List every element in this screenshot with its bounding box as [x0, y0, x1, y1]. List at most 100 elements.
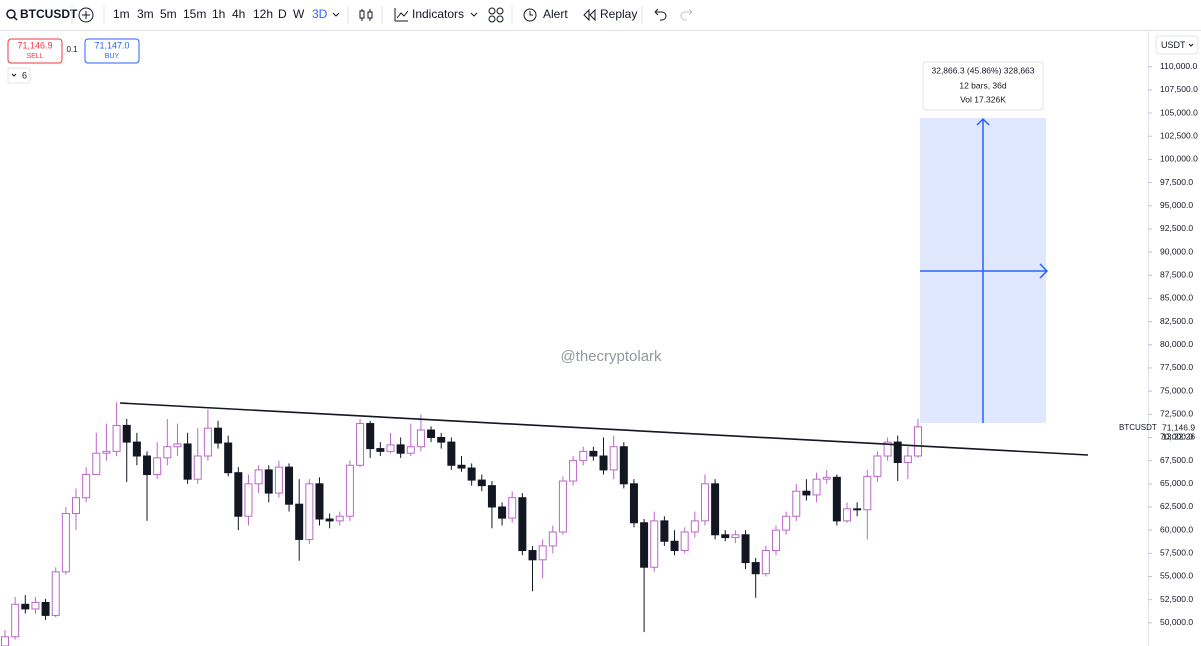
redo-button[interactable] [680, 8, 693, 21]
candle-body [893, 441, 902, 463]
candle-body [102, 450, 111, 454]
interval-button[interactable]: W [293, 7, 305, 21]
interval-button[interactable]: 1h [212, 7, 225, 21]
candle-body [711, 483, 720, 536]
candle-body [670, 540, 679, 552]
candle-body [234, 472, 243, 517]
y-tick-label: 110,000.0 [1160, 61, 1197, 71]
candle-body [690, 520, 699, 533]
collapse-button[interactable] [7, 67, 31, 84]
candle-body [528, 550, 537, 561]
interval-button[interactable]: 5m [160, 7, 177, 21]
quantity: 0.1 [66, 45, 78, 54]
chevron[interactable] [470, 12, 478, 17]
alert-button[interactable]: Alert [543, 7, 568, 21]
y-tick-label: 77,500.0 [1160, 362, 1193, 372]
candle-body [832, 476, 841, 522]
y-tick-label: 97,500.0 [1160, 177, 1193, 187]
y-tick-label: 90,000.0 [1160, 246, 1193, 256]
alert-icon [529, 11, 533, 16]
y-tick-label: 102,500.0 [1160, 130, 1198, 140]
candle-body [812, 478, 821, 496]
y-tick-label: 85,000.0 [1160, 293, 1193, 303]
measure-bars: 12 bars, 36d [959, 80, 1007, 90]
y-tick-label: 70,000.0 [1160, 432, 1193, 442]
candle-body [538, 545, 547, 561]
interval-button[interactable]: 1m [113, 7, 130, 21]
symbol[interactable]: BTCUSDT [20, 7, 78, 21]
undo-button[interactable] [654, 8, 667, 21]
candle-body [244, 483, 253, 517]
candle-body [82, 474, 91, 499]
candle-body [914, 426, 922, 457]
candle-body [650, 520, 659, 568]
sell-price: 71,146.9 [17, 40, 52, 50]
candle-body [386, 444, 395, 452]
candles [1, 402, 922, 646]
candle-body [183, 443, 192, 480]
interval-button[interactable]: 3m [137, 7, 154, 21]
currency-select[interactable] [1155, 35, 1199, 55]
chevron [11, 73, 17, 77]
candle-body [903, 455, 912, 463]
candle-body [315, 483, 324, 520]
price-label-symbol: BTCUSDT [1119, 423, 1157, 432]
candle-body [224, 442, 233, 474]
candle-body [11, 603, 20, 638]
interval-button[interactable]: 4h [232, 7, 245, 21]
y-tick-label: 50,000.0 [1160, 617, 1193, 627]
interval-button[interactable]: 12h [253, 7, 273, 21]
candle-body [437, 436, 446, 443]
search-icon[interactable] [6, 9, 16, 19]
candle-body [193, 455, 202, 480]
candle-body [396, 444, 405, 454]
candle-body [112, 424, 121, 452]
y-tick-label: 82,500.0 [1160, 316, 1193, 326]
candle-body [498, 506, 507, 519]
y-tick-label: 107,500.0 [1160, 84, 1198, 94]
candle-body [771, 529, 780, 552]
y-tick-label: 87,500.0 [1160, 270, 1193, 280]
measure-arrows [920, 117, 1049, 423]
candle-body [680, 531, 689, 552]
candle-body [122, 424, 131, 443]
candle-body [822, 476, 831, 480]
y-tick-label: 105,000.0 [1160, 107, 1198, 117]
templates-icon[interactable] [488, 7, 504, 23]
y-tick-label: 75,000.0 [1160, 385, 1193, 395]
buy-button[interactable] [84, 38, 140, 64]
interval-button[interactable]: D [278, 7, 287, 21]
candle-body [274, 466, 283, 494]
replay-button[interactable]: Replay [600, 7, 637, 21]
buy-price: 71,147.0 [94, 40, 129, 50]
y-tick-label: 52,500.0 [1160, 594, 1193, 604]
candle-body [31, 601, 40, 610]
candle-body [477, 479, 486, 487]
chart-type-icon [359, 10, 365, 19]
candle-body [51, 571, 60, 616]
candle-body [21, 603, 30, 610]
alert-icon [523, 8, 537, 22]
interval-button[interactable]: 3D [312, 7, 328, 21]
compare-button[interactable] [78, 7, 94, 23]
candle-body [285, 466, 294, 505]
candle-body [863, 475, 872, 511]
measure-volume: Vol 17.326K [960, 94, 1006, 104]
candle-body [629, 483, 638, 524]
candle-body [376, 448, 385, 452]
y-tick-label: 67,500.0 [1160, 455, 1193, 465]
candle-body [782, 515, 791, 531]
chevron[interactable] [332, 12, 340, 17]
candle-body [792, 490, 801, 517]
y-tick-label: 65,000.0 [1160, 478, 1193, 488]
indicators-button[interactable]: Indicators [412, 7, 464, 21]
candle-body [721, 534, 730, 539]
candle-body [345, 464, 354, 517]
interval-button[interactable]: 15m [183, 7, 206, 21]
candle-body [508, 497, 517, 519]
candle-body [305, 483, 314, 540]
candle-body [802, 490, 811, 496]
buy-label: BUY [105, 53, 120, 60]
sell-button[interactable] [7, 38, 63, 64]
candle-body [548, 531, 557, 547]
